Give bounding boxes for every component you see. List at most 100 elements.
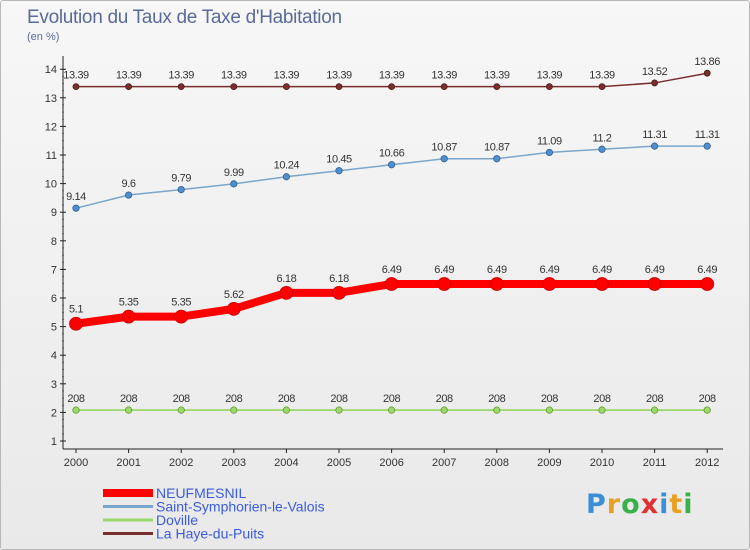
y-tick-label: 11 bbox=[46, 150, 57, 162]
series-point-2 bbox=[125, 406, 133, 414]
data-label-3: 13.39 bbox=[537, 70, 563, 82]
series-point-2 bbox=[650, 406, 659, 414]
data-label-1: 10.87 bbox=[431, 142, 457, 154]
data-label-3: 13.39 bbox=[484, 70, 510, 82]
y-tick-label: 8 bbox=[51, 236, 57, 248]
series-point-3 bbox=[335, 83, 343, 91]
series-point-1 bbox=[387, 161, 396, 169]
y-tick-label: 6 bbox=[51, 293, 57, 305]
data-label-1: 11.2 bbox=[593, 132, 612, 144]
y-tick-label: 5 bbox=[51, 322, 57, 334]
series-point-3 bbox=[72, 83, 80, 91]
data-label-2: 208 bbox=[646, 393, 663, 405]
legend-label-1: Saint-Symphorien-le-Valois bbox=[156, 499, 325, 515]
data-label-3: 13.39 bbox=[326, 70, 352, 82]
data-label-0: 5.62 bbox=[224, 289, 244, 301]
legend-label-2: Doville bbox=[156, 512, 198, 528]
data-label-3: 13.86 bbox=[694, 56, 720, 68]
x-tick-label: 2011 bbox=[643, 457, 667, 469]
data-label-3: 13.39 bbox=[379, 70, 405, 82]
series-point-1 bbox=[177, 186, 185, 194]
data-label-1: 9.99 bbox=[224, 167, 244, 179]
series-point-1 bbox=[650, 142, 659, 150]
data-label-1: 11.31 bbox=[642, 129, 667, 141]
data-label-2: 208 bbox=[225, 393, 242, 405]
series-point-0 bbox=[384, 277, 399, 291]
series-point-1 bbox=[598, 145, 606, 153]
y-tick-label: 9 bbox=[51, 207, 57, 219]
x-tick-label: 2010 bbox=[590, 457, 614, 469]
series-point-0 bbox=[69, 316, 83, 331]
series-point-3 bbox=[388, 83, 396, 91]
x-tick-label: 2006 bbox=[379, 457, 403, 469]
series-point-2 bbox=[598, 406, 606, 414]
data-label-2: 208 bbox=[541, 393, 558, 405]
series-point-1 bbox=[335, 167, 343, 175]
series-point-0 bbox=[489, 277, 504, 291]
series-point-2 bbox=[230, 406, 238, 414]
data-label-2: 208 bbox=[436, 393, 453, 405]
data-label-1: 10.45 bbox=[326, 154, 352, 166]
series-point-2 bbox=[703, 406, 711, 414]
data-label-1: 10.66 bbox=[379, 148, 405, 160]
y-tick-label: 4 bbox=[51, 350, 57, 362]
chart-unit-label: (en %) bbox=[27, 31, 60, 43]
series-point-1 bbox=[282, 173, 290, 181]
data-label-1: 11.31 bbox=[695, 129, 720, 141]
logo-letter: P bbox=[586, 489, 607, 520]
x-tick-label: 2009 bbox=[537, 457, 561, 469]
data-label-2: 208 bbox=[383, 393, 400, 405]
data-label-0: 6.49 bbox=[697, 264, 717, 276]
series-point-1 bbox=[703, 142, 711, 150]
series-point-2 bbox=[440, 406, 448, 414]
series-point-1 bbox=[493, 155, 501, 163]
y-tick-label: 14 bbox=[45, 64, 57, 76]
x-tick-label: 2004 bbox=[274, 457, 298, 469]
proxiti-logo: Proxiti bbox=[586, 489, 694, 520]
series-point-0 bbox=[437, 277, 452, 291]
data-label-3: 13.39 bbox=[116, 70, 142, 82]
data-label-2: 208 bbox=[593, 393, 610, 405]
chart-title: Evolution du Taux de Taxe d'Habitation bbox=[27, 7, 342, 28]
data-label-0: 6.49 bbox=[645, 264, 665, 276]
data-label-1: 10.24 bbox=[274, 160, 300, 172]
data-label-1: 10.87 bbox=[484, 142, 510, 154]
y-tick-label: 3 bbox=[51, 379, 57, 391]
x-tick-label: 2000 bbox=[64, 457, 88, 469]
series-point-2 bbox=[493, 406, 501, 414]
logo-letter: i bbox=[683, 489, 694, 520]
data-label-2: 208 bbox=[67, 393, 84, 405]
data-label-2: 208 bbox=[173, 393, 190, 405]
data-label-0: 5.35 bbox=[119, 297, 139, 309]
series-point-0 bbox=[332, 285, 346, 300]
x-tick-label: 2005 bbox=[327, 457, 351, 469]
data-label-1: 9.79 bbox=[171, 173, 191, 185]
data-label-0: 5.1 bbox=[69, 304, 83, 316]
data-label-0: 5.35 bbox=[171, 297, 191, 309]
data-label-0: 6.18 bbox=[276, 273, 296, 285]
data-label-0: 6.18 bbox=[329, 273, 349, 285]
data-label-0: 6.49 bbox=[382, 264, 402, 276]
series-point-3 bbox=[125, 83, 132, 91]
series-point-2 bbox=[387, 406, 396, 414]
logo-letter: x bbox=[640, 489, 660, 520]
data-label-2: 208 bbox=[120, 393, 137, 405]
series-point-2 bbox=[335, 406, 343, 414]
series-point-3 bbox=[598, 83, 606, 91]
logo-letter: i bbox=[659, 489, 670, 520]
data-label-0: 6.49 bbox=[539, 264, 559, 276]
series-point-1 bbox=[440, 155, 448, 163]
series-point-0 bbox=[647, 277, 662, 291]
y-tick-label: 7 bbox=[51, 264, 57, 276]
x-tick-label: 2008 bbox=[485, 457, 509, 469]
data-label-2: 208 bbox=[488, 393, 505, 405]
x-tick-label: 2007 bbox=[432, 457, 456, 469]
logo-letter: r bbox=[606, 489, 622, 520]
data-label-1: 9.14 bbox=[66, 191, 86, 203]
legend-label-3: La Haye-du-Puits bbox=[156, 526, 264, 542]
data-label-2: 208 bbox=[330, 393, 347, 405]
series-point-2 bbox=[177, 406, 185, 414]
logo-letter: o bbox=[621, 489, 641, 520]
